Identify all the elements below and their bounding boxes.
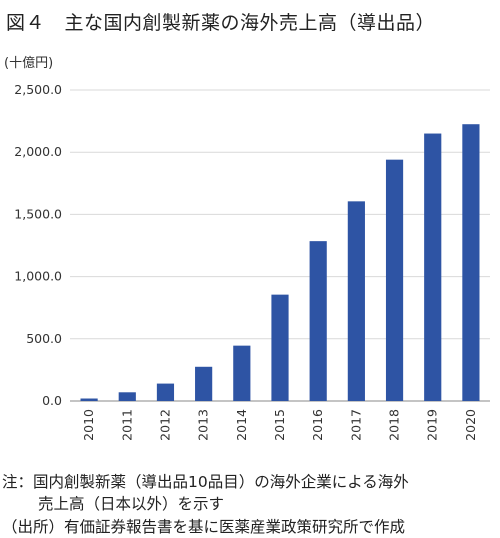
- bar-2018: [385, 159, 404, 401]
- x-tick-label: 2020: [463, 409, 478, 441]
- bar-2017: [347, 201, 365, 401]
- x-tick-label: 2010: [81, 409, 96, 441]
- figure-title: 図４ 主な国内創製新薬の海外売上高（導出品）: [6, 12, 436, 34]
- y-tick-label: 1,000.0: [14, 269, 62, 284]
- source-note: （出所）有価証券報告書を基に医薬産業政策研究所で作成: [2, 518, 406, 536]
- x-tick-label: 2015: [272, 409, 287, 441]
- x-tick-label: 2017: [348, 409, 363, 441]
- y-tick-label: 500.0: [26, 331, 62, 346]
- bar-2015: [271, 294, 289, 401]
- bar-2019: [424, 133, 442, 402]
- y-tick-labels: 0.0 500.0 1,000.0 1,500.0 2,000.0 2,500.0: [14, 82, 62, 408]
- y-tick-label: 0.0: [42, 393, 62, 408]
- x-tick-label: 2018: [387, 409, 402, 441]
- bars: [80, 124, 480, 402]
- footnote-line-2: 売上高（日本以外）を示す: [38, 495, 225, 513]
- y-tick-label: 1,500.0: [14, 206, 62, 221]
- footnote-line-1: 注：国内創製新薬（導出品10品目）の海外企業による海外: [2, 473, 409, 491]
- x-tick-label: 2012: [157, 409, 172, 441]
- bar-2011: [118, 392, 136, 401]
- bar-2014: [233, 345, 251, 401]
- x-tick-label: 2013: [196, 409, 211, 441]
- x-tick-label: 2011: [119, 409, 134, 441]
- y-tick-label: 2,000.0: [14, 144, 62, 159]
- bar-2010: [80, 398, 98, 401]
- y-tick-label: 2,500.0: [14, 82, 62, 97]
- bar-2013: [195, 366, 213, 401]
- y-axis-unit-label: (十億円): [4, 56, 54, 71]
- x-tick-label: 2014: [234, 409, 249, 441]
- x-tick-labels: 2010 2011 2012 2013 2014 2015 2016 2017 2018 2019…: [81, 409, 478, 441]
- bar-2020: [462, 124, 480, 402]
- bar-2016: [309, 241, 327, 401]
- x-tick-label: 2019: [425, 409, 440, 441]
- bar-2012: [156, 383, 175, 401]
- x-tick-label: 2016: [310, 409, 325, 441]
